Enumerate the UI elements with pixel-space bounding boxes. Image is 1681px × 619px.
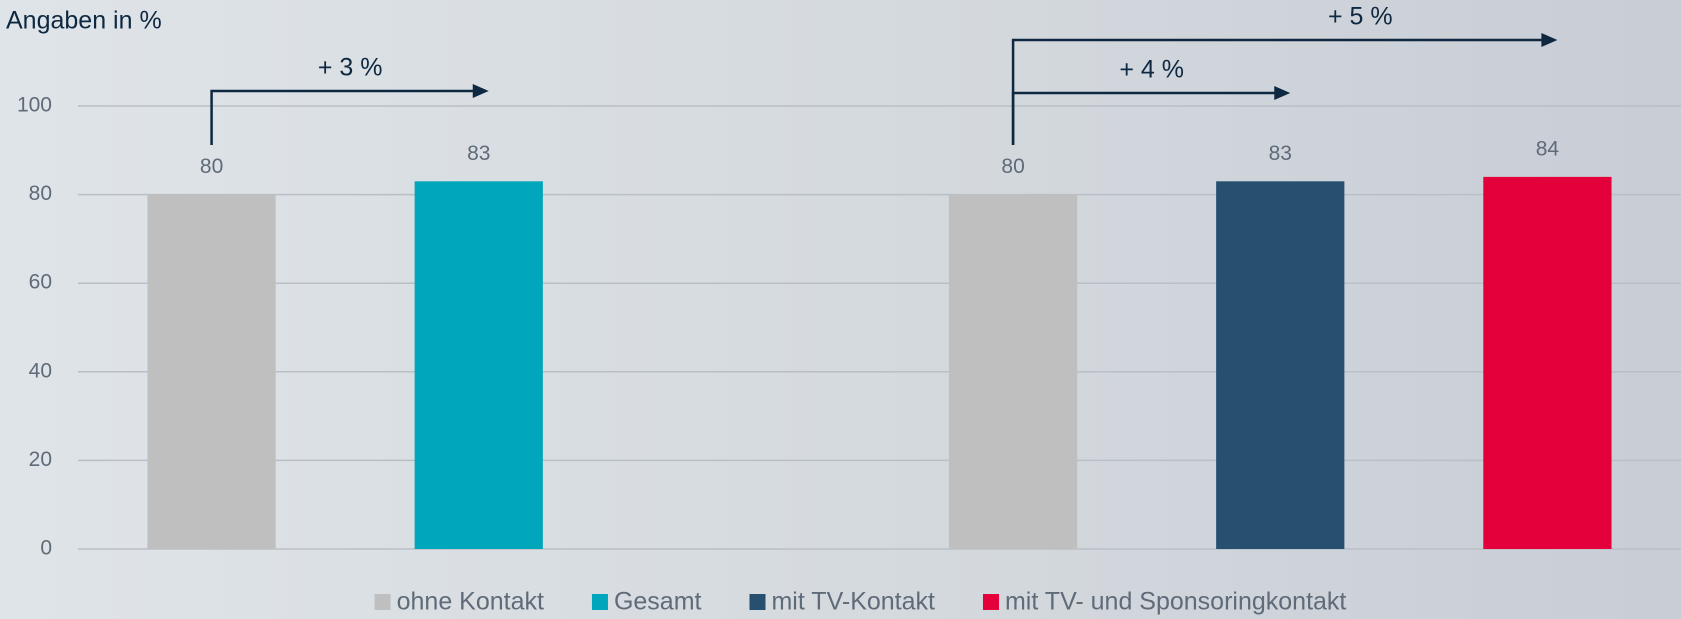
bar xyxy=(414,181,543,549)
legend-label: ohne Kontakt xyxy=(397,588,544,616)
bar xyxy=(1483,176,1612,549)
legend-label: mit TV- und Sponsoringkontakt xyxy=(1005,588,1346,616)
y-tick-label: 20 xyxy=(29,448,52,471)
data-label: 80 xyxy=(1001,155,1024,178)
legend-label: Gesamt xyxy=(614,588,702,616)
y-tick-label: 60 xyxy=(29,271,52,294)
data-label: 84 xyxy=(1536,137,1560,160)
annotation-arrow xyxy=(1011,38,1546,145)
annotation: + 3 % xyxy=(318,54,383,82)
annotation: + 5 % xyxy=(1328,3,1393,31)
bar xyxy=(147,194,276,549)
legend-swatch xyxy=(591,594,608,610)
data-label: 83 xyxy=(1269,142,1292,165)
bar xyxy=(948,194,1078,549)
arrow-head xyxy=(1541,33,1558,47)
legend-swatch xyxy=(749,594,766,610)
bar xyxy=(1216,181,1345,549)
annotation: + 4 % xyxy=(1119,56,1184,84)
y-tick-label: 80 xyxy=(29,182,52,205)
legend-swatch xyxy=(982,594,999,610)
legend-label: mit TV-Kontakt xyxy=(771,588,935,616)
arrow-head xyxy=(1274,86,1291,100)
chart-title: Angaben in % xyxy=(6,7,162,35)
data-label: 80 xyxy=(200,155,223,178)
annotation-arrow xyxy=(210,89,477,145)
annotation-arrow xyxy=(1011,91,1279,145)
y-tick-label: 100 xyxy=(17,94,52,117)
data-label: 83 xyxy=(467,142,490,165)
arrow-head xyxy=(472,84,489,98)
legend-swatch xyxy=(374,594,391,610)
y-tick-label: 40 xyxy=(29,359,52,382)
y-tick-label: 0 xyxy=(40,537,52,560)
